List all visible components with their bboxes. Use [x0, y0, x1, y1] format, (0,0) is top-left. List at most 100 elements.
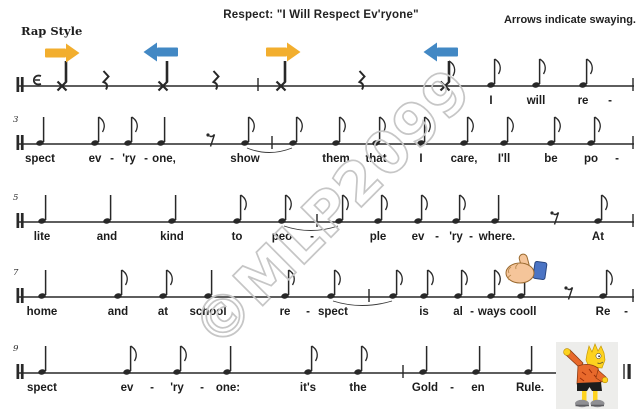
left-sway-arrow: [143, 42, 178, 62]
eighth-note: [304, 345, 318, 375]
lyric: en: [471, 382, 484, 394]
quarter-note: [38, 270, 47, 299]
start-barline: [16, 135, 24, 150]
right-sway-arrow: [45, 43, 80, 63]
left-sway-arrow: [423, 42, 458, 62]
shirt-pattern: [579, 368, 598, 382]
lyric: 'ry: [122, 153, 136, 165]
eighth-note: [417, 116, 431, 146]
eighth-note: [487, 58, 501, 88]
lyric: Rule.: [516, 382, 544, 394]
start-barline: [16, 288, 24, 303]
eighth-note: [487, 269, 501, 299]
eighth-note: [124, 116, 138, 146]
lyric: at: [158, 306, 168, 318]
lyric: Re: [596, 306, 611, 318]
lyric: At: [592, 231, 604, 243]
lyric: show: [230, 153, 259, 165]
lyric: I: [419, 153, 422, 165]
lyric: -: [608, 95, 612, 107]
start-barline: [16, 364, 24, 379]
rapper-cartoon-clipart: [556, 342, 618, 409]
eighth-note: [599, 269, 613, 299]
lyric: that: [365, 153, 386, 165]
quarter-note: [204, 270, 213, 299]
lyric: spect: [27, 382, 57, 394]
lyric: peo: [272, 231, 292, 243]
quarter-note: [36, 117, 45, 146]
eighth-note: [114, 269, 128, 299]
lyric: one,: [152, 153, 176, 165]
lyric: where.: [478, 231, 515, 243]
lyric: lite: [34, 231, 51, 243]
eighth-note: [414, 194, 428, 224]
eighth-note: [547, 116, 561, 146]
shorts: [577, 382, 602, 391]
quarter-note: [419, 346, 428, 375]
right-leg: [593, 391, 598, 401]
rap-style-label: Rap Style: [21, 24, 83, 38]
lyric: ways: [477, 306, 506, 318]
quarter-note: [38, 195, 47, 224]
lyric: to: [232, 231, 243, 243]
mouth: [597, 361, 604, 364]
eighth-note: [452, 194, 466, 224]
quarter-note: [491, 195, 500, 224]
lyric: and: [108, 306, 128, 318]
eighth-note: [594, 194, 608, 224]
eighth-note: [460, 116, 474, 146]
lyric: home: [27, 306, 58, 318]
slur-tie: [283, 225, 339, 231]
eighth-note: [335, 194, 349, 224]
lyric: I'll: [498, 153, 510, 165]
measure-number: 7: [13, 268, 19, 278]
start-barline: [16, 213, 24, 228]
lyric: -: [144, 153, 148, 165]
lyric: -: [310, 231, 314, 243]
right-sway-arrow: [266, 42, 301, 62]
lyric: -: [615, 153, 619, 165]
lyric: one:: [216, 382, 240, 394]
eighth-note: [281, 269, 295, 299]
x-note-quarter: [157, 61, 169, 92]
lyric: -: [200, 382, 204, 394]
eighth-note: [159, 269, 173, 299]
lyric: is: [419, 306, 429, 318]
quarter-note: [103, 195, 112, 224]
eighth-rest: [206, 133, 216, 147]
lyric: -: [110, 153, 114, 165]
slur-tie: [332, 300, 393, 306]
arrows-note: Arrows indicate swaying.: [503, 14, 636, 26]
eighth-note: [173, 345, 187, 375]
eighth-note: [587, 116, 601, 146]
lyric: po: [584, 153, 598, 165]
thumbs-up-icon: [505, 253, 548, 284]
lyric: al: [453, 306, 463, 318]
quarter-note: [38, 346, 47, 375]
eighth-note: [500, 116, 514, 146]
eighth-note: [278, 194, 292, 224]
x-note-quarter: [56, 61, 68, 92]
slur-tie: [246, 147, 293, 153]
lyric: cooll: [510, 306, 537, 318]
lyric: ev: [412, 231, 425, 243]
lyric: spect: [318, 306, 348, 318]
lyric: it's: [300, 382, 316, 394]
song-title: Respect: "I Will Respect Ev'ryone": [223, 9, 419, 21]
lyric: 'ry: [449, 231, 463, 243]
start-barline: [16, 77, 24, 92]
lower-hand: [601, 376, 609, 384]
lyric: -: [306, 306, 310, 318]
lyric: ev: [89, 153, 102, 165]
lyric: -: [469, 231, 473, 243]
lyric: -: [450, 382, 454, 394]
eighth-note: [354, 345, 368, 375]
time-signature: [32, 74, 42, 86]
quarter-rest: [211, 70, 220, 90]
eighth-rest: [550, 211, 560, 225]
eighth-note: [327, 269, 341, 299]
lyric: -: [624, 306, 628, 318]
lyric: re: [280, 306, 291, 318]
eighth-note: [532, 58, 546, 88]
